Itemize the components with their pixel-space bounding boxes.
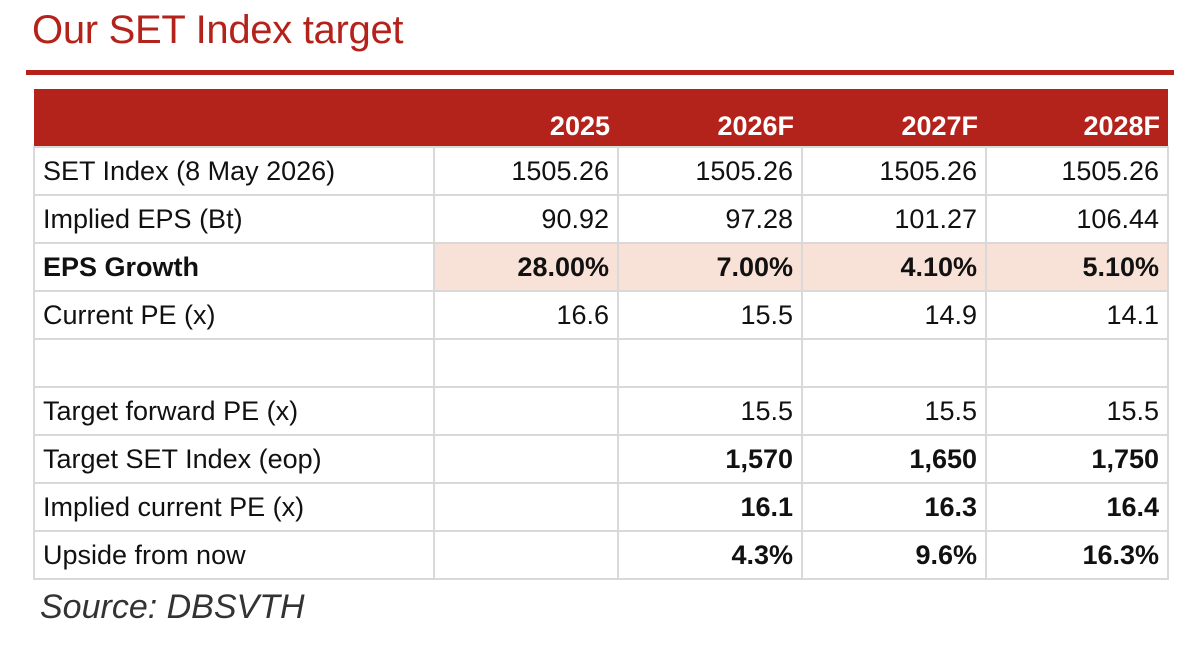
- row-label: Upside from now: [33, 530, 435, 580]
- table-row: Implied EPS (Bt) 90.92 97.28 101.27 106.…: [33, 194, 1169, 244]
- table-row-eps-growth: EPS Growth 28.00% 7.00% 4.10% 5.10%: [33, 242, 1169, 292]
- cell-value: [433, 530, 619, 580]
- cell-value: 101.27: [801, 194, 987, 244]
- cell-value: [985, 338, 1169, 388]
- cell-value: 16.1: [617, 482, 803, 532]
- cell-value: 1505.26: [801, 146, 987, 196]
- cell-value: 28.00%: [433, 242, 619, 292]
- cell-value: 16.3%: [985, 530, 1169, 580]
- cell-value: 1505.26: [433, 146, 619, 196]
- table-row: Target forward PE (x) 15.5 15.5 15.5: [33, 386, 1169, 436]
- cell-value: 9.6%: [801, 530, 987, 580]
- cell-value: 15.5: [617, 290, 803, 340]
- row-label: [33, 338, 435, 388]
- cell-value: 15.5: [617, 386, 803, 436]
- cell-value: 97.28: [617, 194, 803, 244]
- column-header-2026f: 2026F: [618, 89, 802, 147]
- row-label: Implied EPS (Bt): [33, 194, 435, 244]
- row-label: Implied current PE (x): [33, 482, 435, 532]
- column-header-2025: 2025: [434, 89, 618, 147]
- table-row: Target SET Index (eop) 1,570 1,650 1,750: [33, 434, 1169, 484]
- cell-value: [433, 434, 619, 484]
- row-label: Target SET Index (eop): [33, 434, 435, 484]
- cell-value: 1,750: [985, 434, 1169, 484]
- cell-value: 90.92: [433, 194, 619, 244]
- cell-value: 15.5: [801, 386, 987, 436]
- table-row: Implied current PE (x) 16.1 16.3 16.4: [33, 482, 1169, 532]
- cell-value: 16.3: [801, 482, 987, 532]
- row-label: Current PE (x): [33, 290, 435, 340]
- table-row-spacer: [33, 338, 1169, 388]
- cell-value: 1505.26: [985, 146, 1169, 196]
- cell-value: 1505.26: [617, 146, 803, 196]
- cell-value: 4.10%: [801, 242, 987, 292]
- cell-value: [617, 338, 803, 388]
- cell-value: [433, 338, 619, 388]
- row-label: EPS Growth: [33, 242, 435, 292]
- cell-value: 14.9: [801, 290, 987, 340]
- table-header-row: 2025 2026F 2027F 2028F: [34, 89, 1168, 147]
- cell-value: 16.6: [433, 290, 619, 340]
- cell-value: 15.5: [985, 386, 1169, 436]
- row-label: SET Index (8 May 2026): [33, 146, 435, 196]
- cell-value: 16.4: [985, 482, 1169, 532]
- cell-value: 1,650: [801, 434, 987, 484]
- column-header-2027f: 2027F: [802, 89, 986, 147]
- table-row: Upside from now 4.3% 9.6% 16.3%: [33, 530, 1169, 580]
- row-label: Target forward PE (x): [33, 386, 435, 436]
- title-divider: [26, 70, 1174, 75]
- cell-value: [433, 482, 619, 532]
- table-row: SET Index (8 May 2026) 1505.26 1505.26 1…: [33, 146, 1169, 196]
- cell-value: 5.10%: [985, 242, 1169, 292]
- cell-value: 106.44: [985, 194, 1169, 244]
- cell-value: 1,570: [617, 434, 803, 484]
- table-row: Current PE (x) 16.6 15.5 14.9 14.1: [33, 290, 1169, 340]
- cell-value: 7.00%: [617, 242, 803, 292]
- source-note: Source: DBSVTH: [40, 588, 305, 626]
- cell-value: [801, 338, 987, 388]
- set-index-target-table: 2025 2026F 2027F 2028F SET Index (8 May …: [33, 89, 1169, 580]
- cell-value: [433, 386, 619, 436]
- cell-value: 4.3%: [617, 530, 803, 580]
- column-header-label: [34, 89, 434, 147]
- page-title: Our SET Index target: [32, 8, 404, 52]
- cell-value: 14.1: [985, 290, 1169, 340]
- column-header-2028f: 2028F: [986, 89, 1168, 147]
